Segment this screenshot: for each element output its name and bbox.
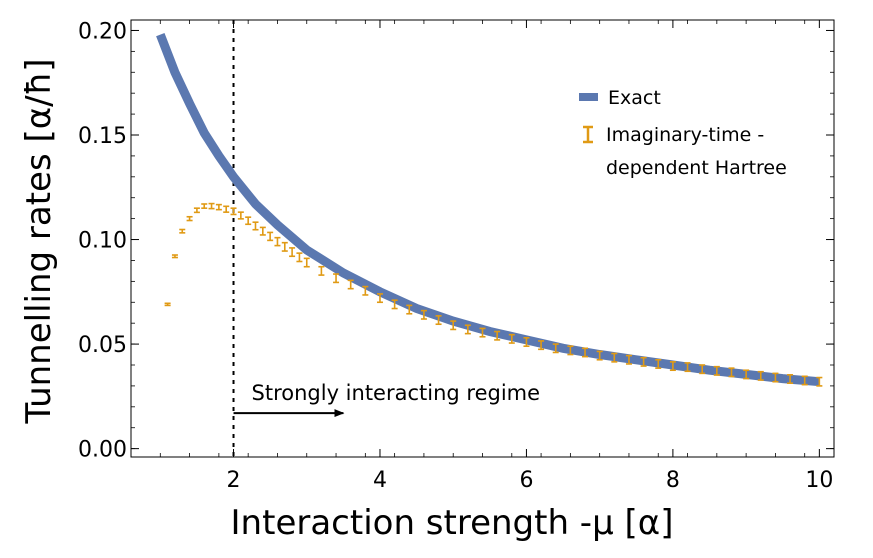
legend-hartree-label-line2: dependent Hartree (606, 157, 787, 179)
hartree-point (252, 221, 259, 231)
minor-ticks (131, 20, 834, 457)
x-tick-label: 4 (373, 468, 387, 493)
hartree-point (376, 293, 383, 304)
hartree-point (538, 340, 545, 351)
hartree-point (464, 324, 471, 335)
hartree-point (391, 299, 398, 310)
y-tick-label: 0.00 (78, 438, 127, 463)
x-axis-title: Interaction strength -μ [α] (231, 503, 674, 543)
hartree-point (296, 252, 303, 263)
hartree-point (713, 365, 720, 376)
hartree-point (801, 375, 808, 386)
y-tick-label: 0.15 (78, 124, 127, 149)
x-axis-ticks: 2 4 6 8 10 (227, 20, 833, 493)
hartree-point (494, 330, 501, 341)
hartree-point (230, 207, 237, 216)
hartree-point (237, 211, 244, 220)
y-tick-label: 0.10 (78, 229, 127, 254)
hartree-point (743, 369, 750, 380)
x-tick-label: 2 (227, 468, 241, 493)
hartree-point (245, 216, 252, 226)
x-tick-label: 8 (666, 468, 680, 493)
y-axis-ticks: 0.00 0.05 0.10 0.15 0.20 (78, 19, 834, 463)
hartree-point (347, 279, 354, 290)
hartree-point (655, 358, 662, 369)
legend-hartree-swatch (583, 125, 593, 144)
hartree-point (787, 374, 794, 384)
y-tick-label: 0.05 (78, 333, 127, 358)
hartree-point (450, 320, 457, 331)
hartree-point (186, 215, 193, 222)
hartree-point (567, 345, 574, 356)
x-tick-label: 10 (805, 468, 833, 493)
x-tick-label: 6 (519, 468, 533, 493)
hartree-point (772, 372, 779, 383)
hartree-point (259, 226, 266, 236)
legend-hartree-label-line1: Imaginary-time - (606, 124, 764, 146)
series-hartree-errorbars (164, 202, 823, 387)
hartree-point (318, 265, 325, 276)
hartree-point (582, 347, 589, 358)
hartree-point (640, 356, 647, 367)
hartree-point (699, 364, 706, 375)
hartree-point (274, 236, 281, 247)
hartree-point (201, 203, 208, 209)
hartree-point (816, 376, 823, 387)
hartree-point (508, 333, 515, 344)
hartree-point (684, 362, 691, 373)
hartree-point (215, 203, 222, 211)
hartree-point (333, 273, 340, 284)
legend-exact-label: Exact (608, 87, 661, 109)
hartree-point (267, 231, 274, 242)
annotation-strongly-interacting-regime: Strongly interacting regime (252, 381, 541, 405)
hartree-point (435, 315, 442, 326)
y-tick-label: 0.20 (78, 19, 127, 44)
hartree-point (281, 241, 288, 252)
hartree-point (362, 285, 369, 296)
hartree-point (420, 309, 427, 320)
hartree-point (171, 254, 178, 259)
legend: Exact Imaginary-time - dependent Hartree (579, 87, 787, 179)
hartree-point (596, 350, 603, 361)
hartree-point (406, 304, 413, 315)
hartree-point (669, 361, 676, 372)
hartree-point (523, 337, 530, 347)
hartree-point (164, 302, 171, 307)
hartree-point (552, 343, 559, 354)
hartree-point (303, 257, 310, 268)
hartree-point (193, 207, 200, 214)
hartree-point (728, 367, 735, 378)
hartree-point (611, 352, 618, 363)
hartree-point (757, 370, 764, 381)
hartree-point (179, 228, 186, 234)
hartree-point (625, 354, 632, 365)
hartree-point (479, 327, 486, 338)
hartree-point (208, 202, 215, 210)
y-axis-title: Tunnelling rates [α/ħ] (19, 58, 59, 424)
hartree-point (289, 247, 296, 258)
series-exact-line (156, 32, 820, 387)
hartree-point (223, 205, 230, 213)
